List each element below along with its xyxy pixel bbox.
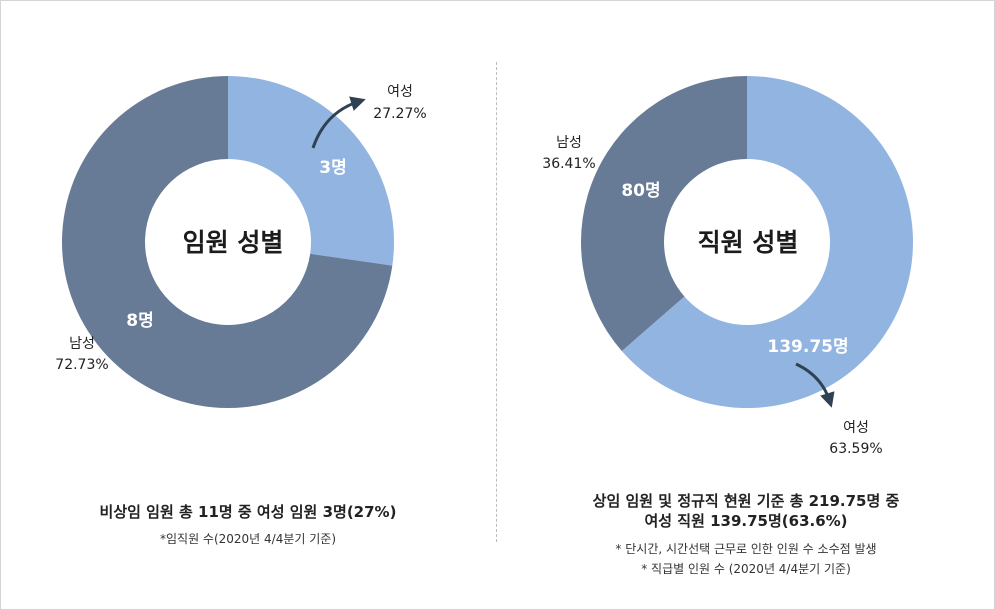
executive-caption: 비상임 임원 총 11명 중 여성 임원 3명(27%): [99, 503, 397, 521]
female-name-label: 여성: [387, 84, 413, 100]
female-callout-arrow: [795, 362, 835, 408]
female-count-label: 3명: [319, 158, 346, 178]
male-percent-label: 72.73%: [55, 357, 108, 373]
female-count-label: 139.75명: [767, 337, 848, 357]
employee-gender-chart: 직원 성별 139.75명 80명 여성 63.59% 남성 36.41%: [542, 76, 913, 457]
employee-note-2: * 직급별 인원 수 (2020년 4/4분기 기준): [641, 562, 851, 576]
female-callout-arrow: [311, 96, 366, 149]
chart-title: 임원 성별: [183, 228, 284, 257]
employee-caption-line-1: 상임 임원 및 정규직 현원 기준 총 219.75명 중: [592, 492, 900, 510]
female-slice: [228, 76, 394, 266]
male-count-label: 80명: [621, 181, 660, 201]
female-percent-label: 27.27%: [373, 106, 426, 122]
executive-gender-chart: 임원 성별 3명 8명 여성 27.27% 남성 72.73%: [55, 76, 427, 408]
female-percent-label: 63.59%: [829, 441, 882, 457]
employee-note-1: * 단시간, 시간선택 근무로 인한 인원 수 소수점 발생: [615, 542, 877, 556]
male-name-label: 남성: [556, 135, 582, 151]
executive-note: *임직원 수(2020년 4/4분기 기준): [159, 532, 337, 546]
employee-caption-line-2: 여성 직원 139.75명(63.6%): [644, 512, 848, 530]
male-slice: [580, 76, 747, 352]
female-slice: [621, 76, 913, 409]
female-name-label: 여성: [843, 420, 869, 436]
male-count-label: 8명: [126, 311, 153, 331]
male-percent-label: 36.41%: [542, 156, 595, 172]
panel-divider: [496, 62, 497, 542]
chart-title: 직원 성별: [698, 228, 799, 257]
male-slice: [61, 76, 393, 408]
male-name-label: 남성: [69, 336, 95, 352]
